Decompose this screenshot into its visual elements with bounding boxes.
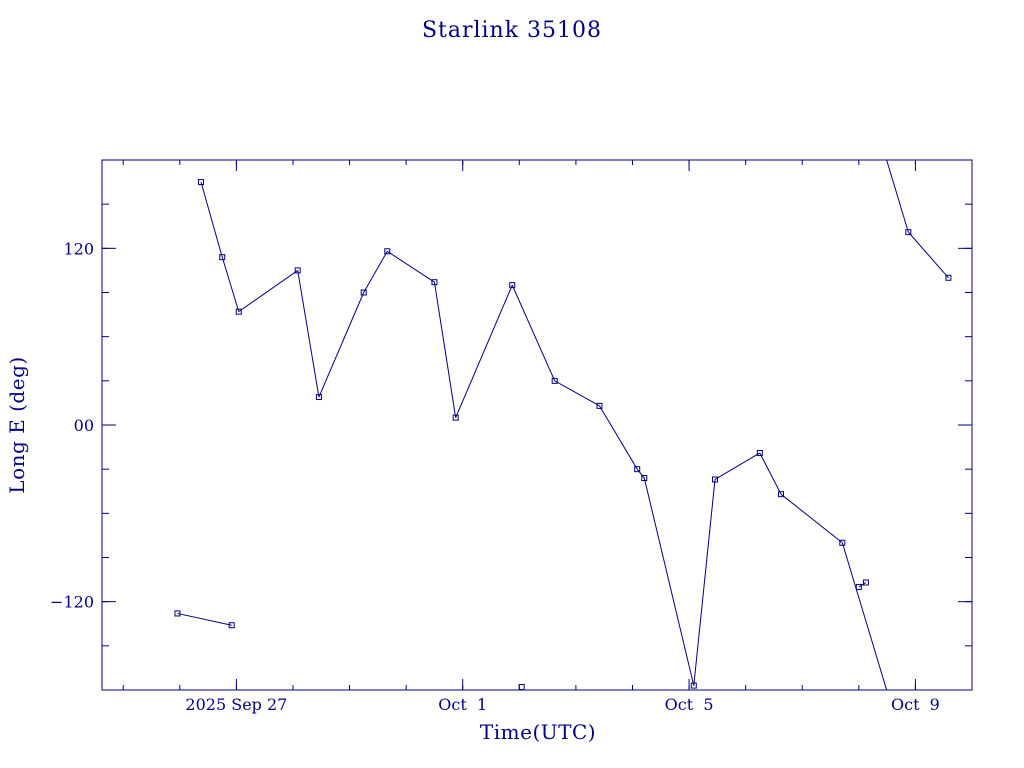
data-point bbox=[228, 622, 235, 629]
series-segment bbox=[238, 270, 298, 313]
data-point bbox=[855, 583, 862, 590]
data-point bbox=[315, 394, 322, 401]
series-segment bbox=[886, 159, 909, 233]
x-tick-label: 2025 Sep 27 bbox=[185, 695, 287, 714]
x-tick-labels: 2025 Sep 27 Oct 1 Oct 5 Oct 9 bbox=[185, 695, 939, 714]
series-segment bbox=[636, 468, 645, 479]
series-segment bbox=[554, 380, 600, 407]
series-segment bbox=[714, 452, 761, 480]
data-point bbox=[712, 476, 719, 483]
series-segment bbox=[643, 477, 695, 686]
series-segment bbox=[433, 282, 457, 418]
y-tick-label: 00 bbox=[74, 416, 94, 435]
x-axis-label: Time(UTC) bbox=[480, 720, 596, 744]
data-point bbox=[862, 579, 869, 586]
series-segment bbox=[200, 181, 223, 258]
data-point bbox=[384, 248, 391, 255]
data-point bbox=[360, 289, 367, 296]
data-point bbox=[518, 684, 525, 691]
y-axis-label: Long E (deg) bbox=[5, 356, 29, 493]
data-points bbox=[174, 179, 952, 691]
data-point bbox=[945, 274, 952, 281]
data-point bbox=[690, 682, 697, 689]
series-segment bbox=[693, 479, 716, 686]
data-point bbox=[641, 475, 648, 481]
data-point bbox=[778, 491, 785, 498]
data-point bbox=[198, 179, 205, 186]
data-point bbox=[174, 610, 181, 617]
series-segment bbox=[599, 405, 638, 470]
data-point bbox=[551, 377, 558, 384]
series-segment bbox=[318, 292, 365, 398]
series-segment bbox=[297, 270, 320, 398]
series-segment bbox=[177, 612, 232, 626]
data-point bbox=[219, 254, 226, 261]
plot-frame bbox=[101, 159, 973, 691]
data-point bbox=[634, 466, 641, 473]
minor-ticks bbox=[102, 160, 973, 690]
y-tick-label: 120 bbox=[63, 239, 94, 258]
series-segment bbox=[363, 251, 388, 293]
chart-title: Starlink 35108 bbox=[422, 18, 602, 43]
series-segment bbox=[841, 542, 888, 691]
series-segment bbox=[907, 231, 949, 279]
series-segment bbox=[221, 257, 240, 312]
series-lines bbox=[177, 159, 949, 691]
x-tick-label: Oct 9 bbox=[891, 695, 940, 714]
data-point bbox=[235, 308, 242, 315]
series-segment bbox=[387, 250, 435, 283]
data-point bbox=[431, 279, 438, 286]
x-tick-label: Oct 5 bbox=[665, 695, 714, 714]
series-segment bbox=[455, 284, 513, 418]
series-segment bbox=[858, 582, 867, 588]
data-point bbox=[596, 402, 603, 409]
data-point bbox=[756, 449, 763, 456]
data-point bbox=[839, 539, 846, 546]
series-segment bbox=[759, 452, 782, 495]
major-ticks bbox=[102, 160, 972, 690]
series-segment bbox=[780, 493, 843, 544]
data-point bbox=[452, 414, 459, 421]
data-point bbox=[509, 282, 516, 289]
x-tick-label: Oct 1 bbox=[438, 695, 487, 714]
series-segment bbox=[511, 284, 556, 382]
y-tick-labels: −120 00 120 bbox=[50, 239, 94, 611]
data-point bbox=[294, 267, 301, 274]
y-tick-label: −120 bbox=[50, 593, 94, 612]
data-point bbox=[905, 229, 912, 236]
